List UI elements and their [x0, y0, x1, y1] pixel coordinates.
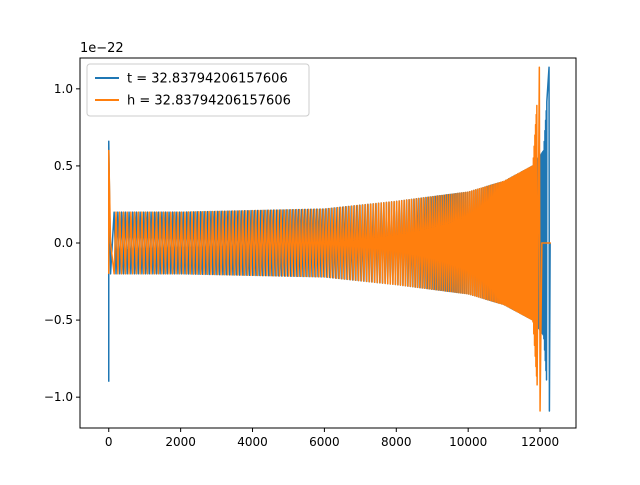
x-axis: 0 2000 4000 6000 8000 10000 12000 [105, 428, 559, 449]
x-tick-label: 0 [105, 435, 113, 449]
x-tick-label: 12000 [521, 435, 559, 449]
legend-entry-label: h = 32.83794206157606 [127, 94, 291, 109]
y-axis: −1.0 −0.5 0.0 0.5 1.0 [44, 82, 80, 404]
series-line-2 [108, 66, 551, 412]
y-tick-label: 0.5 [54, 159, 73, 173]
legend: t = 32.83794206157606 h = 32.837942061576… [86, 63, 310, 117]
series-layer [108, 66, 551, 412]
y-tick-label: 1.0 [54, 82, 73, 96]
x-tick-label: 8000 [381, 435, 412, 449]
x-tick-label: 2000 [165, 435, 196, 449]
legend-box [86, 63, 310, 117]
x-tick-label: 10000 [449, 435, 487, 449]
x-tick-label: 4000 [237, 435, 268, 449]
legend-entry-label: t = 32.83794206157606 [127, 72, 288, 87]
y-tick-label: −0.5 [44, 313, 73, 327]
y-multiplier-label: 1e−22 [80, 41, 124, 56]
y-tick-label: −1.0 [44, 390, 73, 404]
y-tick-label: 0.0 [54, 236, 73, 250]
x-tick-label: 6000 [309, 435, 340, 449]
